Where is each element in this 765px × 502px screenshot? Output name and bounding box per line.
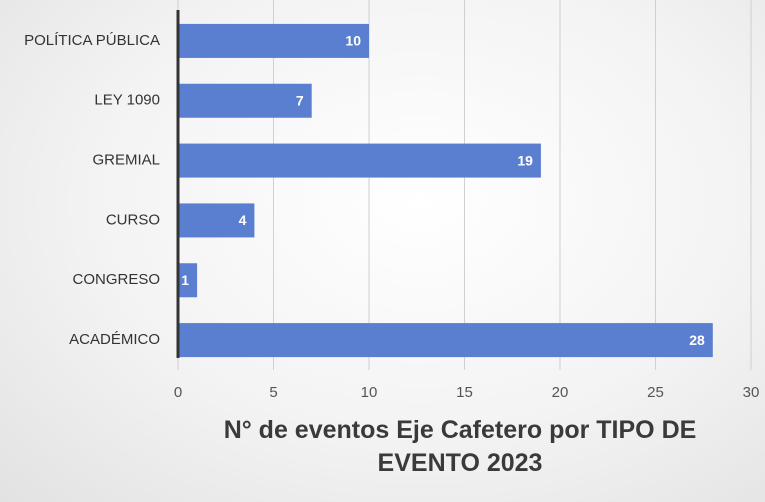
data-label: 7 [296, 92, 304, 108]
data-label: 1 [181, 272, 189, 288]
x-tick-label: 25 [647, 384, 664, 401]
data-label: 28 [689, 332, 705, 348]
y-tick-label: POLÍTICA PÚBLICA [24, 32, 160, 49]
bar [178, 203, 255, 238]
y-tick-label: CONGRESO [72, 271, 160, 288]
x-tick-label: 30 [743, 384, 760, 401]
x-tick-label: 15 [456, 384, 473, 401]
data-label: 19 [517, 152, 533, 168]
x-tick-label: 20 [552, 384, 569, 401]
data-label: 10 [345, 33, 361, 49]
x-tick-label: 0 [174, 384, 182, 401]
data-label: 4 [239, 212, 247, 228]
bar [178, 83, 312, 118]
y-tick-label: CURSO [106, 211, 160, 228]
x-tick-label: 5 [269, 384, 277, 401]
bar [178, 23, 369, 58]
y-tick-label: ACADÉMICO [69, 331, 160, 348]
y-tick-label: GREMIAL [92, 152, 160, 169]
bar [178, 143, 541, 178]
y-tick-label: LEY 1090 [94, 92, 160, 109]
x-tick-label: 10 [361, 384, 378, 401]
chart-title: N° de eventos Eje Cafetero por TIPO DE E… [223, 416, 697, 477]
bar [178, 263, 198, 298]
bar [178, 323, 713, 358]
